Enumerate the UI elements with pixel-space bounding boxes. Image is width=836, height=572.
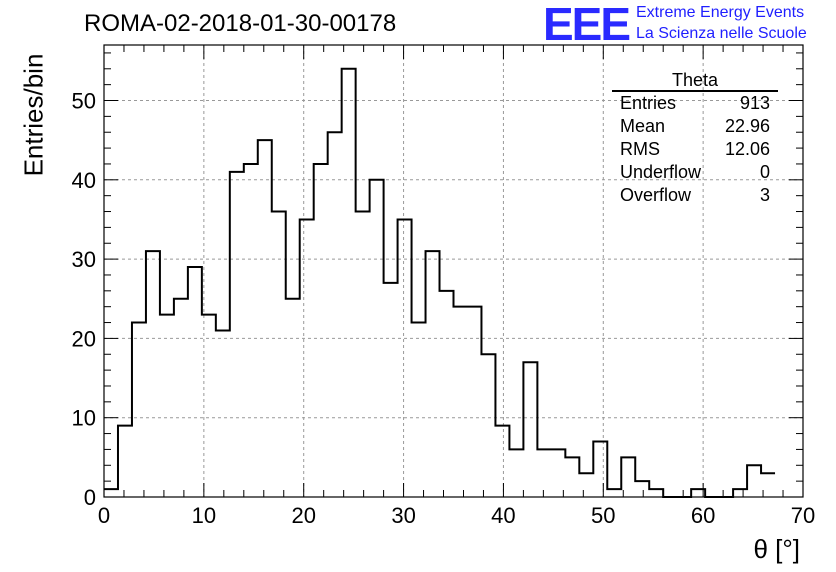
y-tick-label: 0 [84, 485, 96, 510]
y-tick-label: 40 [72, 168, 96, 193]
histogram-bin [146, 251, 160, 497]
stats-title: Theta [612, 70, 778, 92]
histogram-bin [300, 219, 314, 497]
stats-row-underflow: Underflow 0 [612, 161, 778, 184]
histogram-bin [202, 315, 216, 497]
histogram-bin [286, 299, 300, 497]
histogram-bin [509, 449, 523, 497]
histogram-bin [426, 251, 440, 497]
histogram-bin [398, 219, 412, 497]
x-tick-label: 40 [491, 503, 515, 528]
x-tick-label: 0 [98, 503, 110, 528]
histogram-bin [216, 330, 230, 497]
histogram-bin [495, 426, 509, 497]
histogram-bin [649, 489, 663, 497]
stats-value: 913 [739, 93, 770, 113]
y-tick-label: 20 [72, 326, 96, 351]
histogram-bin [537, 449, 551, 497]
histogram-bin [523, 362, 537, 497]
x-axis-label: θ [°] [753, 534, 800, 564]
histogram-bin [551, 449, 565, 497]
y-tick-label: 50 [72, 89, 96, 114]
histogram-bin [370, 180, 384, 497]
logo-line-2: La Scienza nelle Scuole [636, 25, 807, 42]
stats-value: 0 [759, 162, 770, 182]
histogram-bin [481, 354, 495, 497]
stats-value: 3 [759, 185, 770, 205]
histogram-bin [467, 307, 481, 497]
plot-frame [103, 44, 804, 498]
histogram-bin [691, 489, 705, 497]
y-tick-label: 30 [72, 247, 96, 272]
histogram-bin [174, 299, 188, 497]
stats-row-mean: Mean 22.96 [612, 115, 778, 138]
x-tick-label: 30 [391, 503, 415, 528]
stats-value: 22.96 [724, 116, 770, 136]
stats-label: Mean [620, 116, 666, 136]
x-tick-label: 20 [291, 503, 315, 528]
stats-row-rms: RMS 12.06 [612, 138, 778, 161]
x-tick-label: 70 [791, 503, 815, 528]
x-tick-label: 50 [591, 503, 615, 528]
stats-row-overflow: Overflow 3 [612, 184, 778, 207]
eee-logo: EEE [543, 0, 631, 50]
logo-line-1: Extreme Energy Events [636, 4, 805, 21]
histogram-line [104, 67, 776, 498]
stats-label: RMS [620, 139, 660, 159]
histogram-bin [579, 473, 593, 497]
histogram-bin [635, 481, 649, 497]
histogram-bin [607, 489, 621, 497]
histogram-bin [384, 283, 398, 497]
stats-box: Theta Entries 913 Mean 22.96 RMS 12.06 Unde… [612, 70, 778, 207]
stats-row-entries: Entries 913 [612, 92, 778, 115]
histogram-bin [160, 315, 174, 497]
stats-label: Underflow [620, 162, 702, 182]
x-tick-label: 60 [691, 503, 715, 528]
histogram-bin [258, 140, 272, 497]
histogram-bin [593, 441, 607, 497]
histogram-bin [230, 172, 244, 497]
run-title: ROMA-02-2018-01-30-00178 [84, 10, 397, 37]
histogram-bin [440, 291, 454, 497]
histogram-bin [104, 489, 118, 497]
eee-logo-text: Extreme Energy Events La Scienza nelle S… [636, 2, 807, 44]
histogram-bin [342, 69, 356, 497]
histogram-bin [244, 164, 258, 497]
y-tick-label: 10 [72, 406, 96, 431]
y-axis-label: Entries/bin [18, 53, 49, 177]
stats-value: 12.06 [724, 139, 770, 159]
histogram-bin [272, 212, 286, 497]
histogram-bin [328, 132, 342, 497]
histogram-bin [356, 212, 370, 497]
histogram-bin [118, 426, 132, 497]
histogram-bin [132, 323, 146, 497]
histogram-bin [761, 473, 775, 497]
histogram-bin [314, 164, 328, 497]
histogram-bin [454, 307, 468, 497]
histogram-bin [747, 465, 761, 497]
histogram-bin [621, 457, 635, 497]
x-tick-label: 10 [192, 503, 216, 528]
histogram-bin [188, 267, 202, 497]
histogram-bin [565, 457, 579, 497]
stats-label: Overflow [620, 185, 692, 205]
histogram-bin [412, 323, 426, 497]
histogram-bin [733, 489, 747, 497]
stats-label: Entries [620, 93, 677, 113]
